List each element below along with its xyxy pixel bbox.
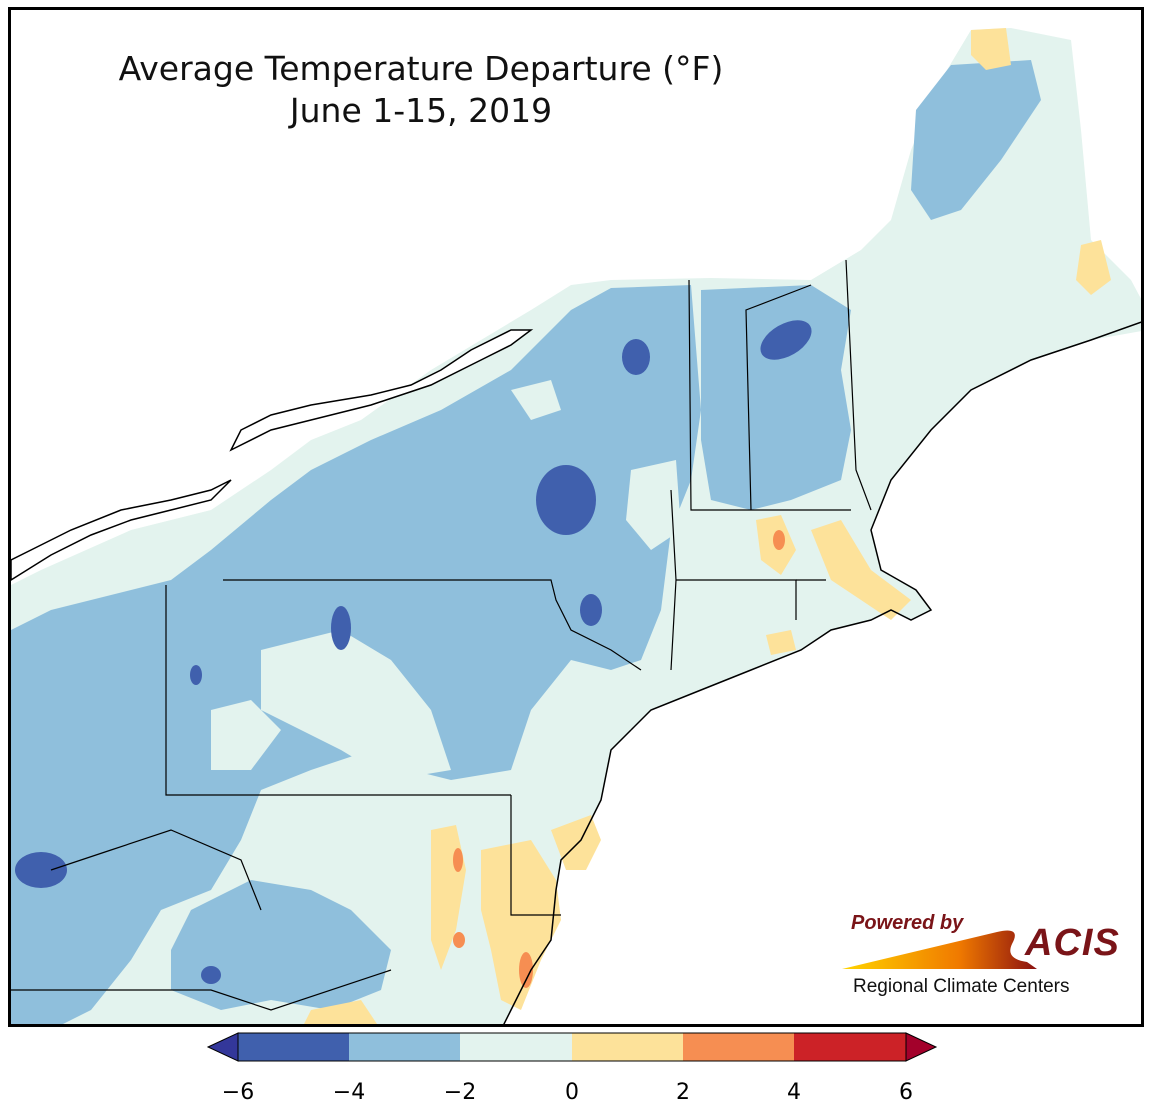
warm-patch-va: [304, 1000, 377, 1024]
colorbar-tick-label: 6: [899, 1080, 913, 1105]
colorbar-tick-label: −2: [443, 1080, 477, 1105]
colorbar-extend-high: [905, 1032, 938, 1062]
coastline: [630, 321, 1141, 731]
cold-blob-cat: [580, 594, 602, 626]
colorbar-tick-label: 4: [787, 1080, 801, 1105]
colorbar-band-6: [794, 1033, 906, 1061]
cool-region-vt-nh: [701, 285, 851, 510]
warm-patch-nj: [551, 815, 601, 870]
cold-blob-vt: [760, 320, 812, 360]
hot-spot-md: [453, 932, 465, 948]
colorbar-band-4: [572, 1033, 683, 1061]
cool-region-maine: [911, 60, 1041, 220]
cool-region-sw: [171, 880, 391, 1010]
acis-logo: Powered by ACIS Regional Climate Centers: [837, 910, 1127, 1005]
warm-patch-ct: [766, 630, 796, 655]
lake-erie: [11, 479, 232, 581]
warm-patch-delmarva: [481, 840, 561, 1010]
title-line-2: June 1-15, 2019: [289, 91, 553, 130]
cold-blob-adk: [622, 339, 650, 375]
colorbar-tick-label: −6: [221, 1080, 255, 1105]
cold-blob-wv: [15, 852, 67, 888]
mild-patch-2: [626, 460, 681, 550]
regional-climate-centers-text: Regional Climate Centers: [853, 976, 1070, 997]
temperature-departure-map: [11, 28, 1141, 1024]
mild-patch-3: [511, 380, 561, 420]
cold-blob-pa: [331, 606, 351, 650]
map-title: Average Temperature Departure (°F) June …: [41, 48, 801, 132]
title-line-1: Average Temperature Departure (°F): [118, 49, 724, 88]
cold-blob-va: [201, 966, 221, 984]
lake-ontario: [229, 329, 534, 452]
acis-text: ACIS: [1025, 922, 1120, 964]
colorbar-band-1: [238, 1033, 349, 1061]
colorbar-tick-label: 2: [676, 1080, 690, 1105]
coastline-south: [503, 729, 632, 1024]
colorbar-band-3: [460, 1033, 572, 1061]
cold-blob-pa2: [190, 665, 202, 685]
mild-patch-1: [261, 630, 451, 780]
warm-patch-me: [1076, 240, 1111, 295]
swoosh-graphic: [842, 930, 1037, 969]
state-borders: [11, 259, 872, 1011]
colorbar-tick-label: −4: [332, 1080, 366, 1105]
warm-patch-me-top: [971, 28, 1011, 70]
powered-by-text: Powered by: [851, 912, 964, 934]
colorbar: [206, 1032, 938, 1062]
warm-patch-ma: [811, 520, 911, 620]
mild-patch-4: [211, 700, 281, 770]
hot-spot-nj: [519, 952, 533, 988]
colorbar-band-5: [683, 1033, 794, 1061]
map-panel: Average Temperature Departure (°F) June …: [8, 7, 1144, 1027]
hot-spot-mass: [773, 530, 785, 550]
colorbar-tick-label: 0: [565, 1080, 579, 1105]
cold-blob-ny: [536, 465, 596, 535]
hot-spot-md2: [453, 848, 463, 872]
colorbar-band-2: [349, 1033, 460, 1061]
colorbar-extend-low: [206, 1032, 239, 1062]
